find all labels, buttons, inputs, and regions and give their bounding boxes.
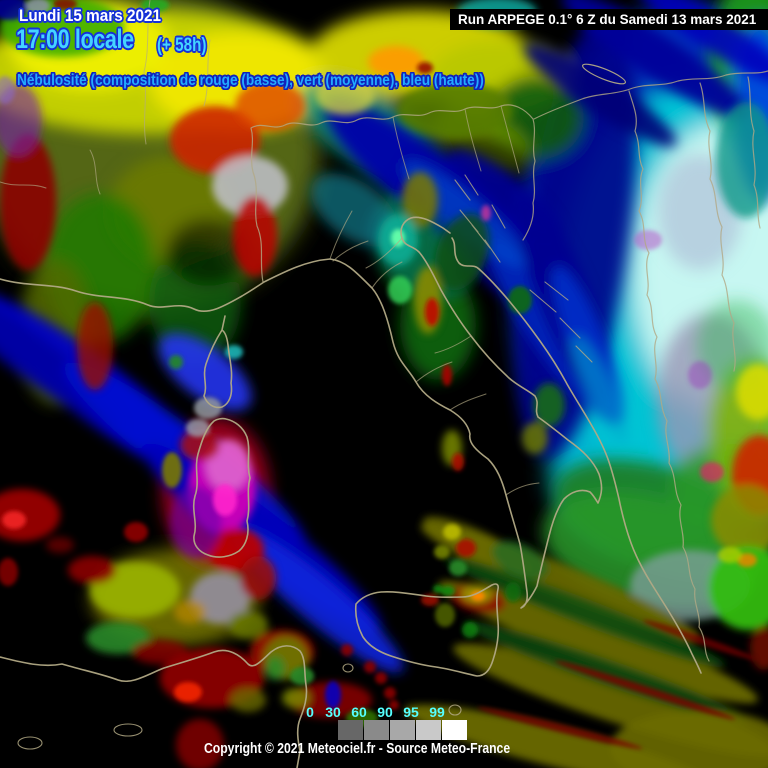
forecast-offset-label: (+ 58h) (157, 36, 219, 55)
coast-sicily (354, 583, 500, 677)
run-info-text: Run ARPEGE 0.1° 6 Z du Samedi 13 mars 20… (458, 12, 757, 27)
coast-france-italy-west (0, 216, 603, 609)
coast-istria-croatia (451, 237, 702, 674)
croatian-islands (454, 174, 593, 363)
lake-balaton (581, 63, 627, 85)
coast-sardinia (192, 417, 251, 558)
run-info-badge: Run ARPEGE 0.1° 6 Z du Samedi 13 mars 20… (450, 9, 768, 30)
offset-text: (+ 58h) (157, 35, 207, 56)
legend-color-box (416, 720, 441, 740)
legend-tick-label: 0 (306, 704, 314, 720)
legend-tick-label: 90 (377, 704, 393, 720)
legend-color-box (364, 720, 389, 740)
legend-color-scale (338, 720, 467, 740)
legend-tick-label: 30 (325, 704, 341, 720)
copyright-label: Copyright © 2021 Meteociel.fr - Source M… (204, 742, 568, 757)
legend-tick-label: 99 (429, 704, 445, 720)
time-text: 17:00 locale (16, 24, 134, 54)
coast-north-africa (0, 645, 308, 768)
cloud-layer-dots (0, 0, 757, 749)
subtitle-text: Nébulosité (composition de rouge (basse)… (17, 72, 484, 89)
legend-color-box (338, 720, 363, 740)
legend-color-box (390, 720, 415, 740)
small-islands (17, 663, 462, 750)
date-text: Lundi 15 mars 2021 (19, 6, 162, 25)
borders-italy-regions (0, 0, 540, 496)
legend-tick-label: 60 (351, 704, 367, 720)
legend-tick-label: 95 (403, 704, 419, 720)
legend-color-box (442, 720, 467, 740)
time-label: 17:00 locale (16, 26, 163, 53)
product-subtitle: Nébulosité (composition de rouge (basse)… (17, 73, 548, 89)
coast-corsica (203, 315, 233, 409)
copyright-text: Copyright © 2021 Meteociel.fr - Source M… (204, 741, 511, 757)
date-label: Lundi 15 mars 2021 (19, 7, 177, 24)
